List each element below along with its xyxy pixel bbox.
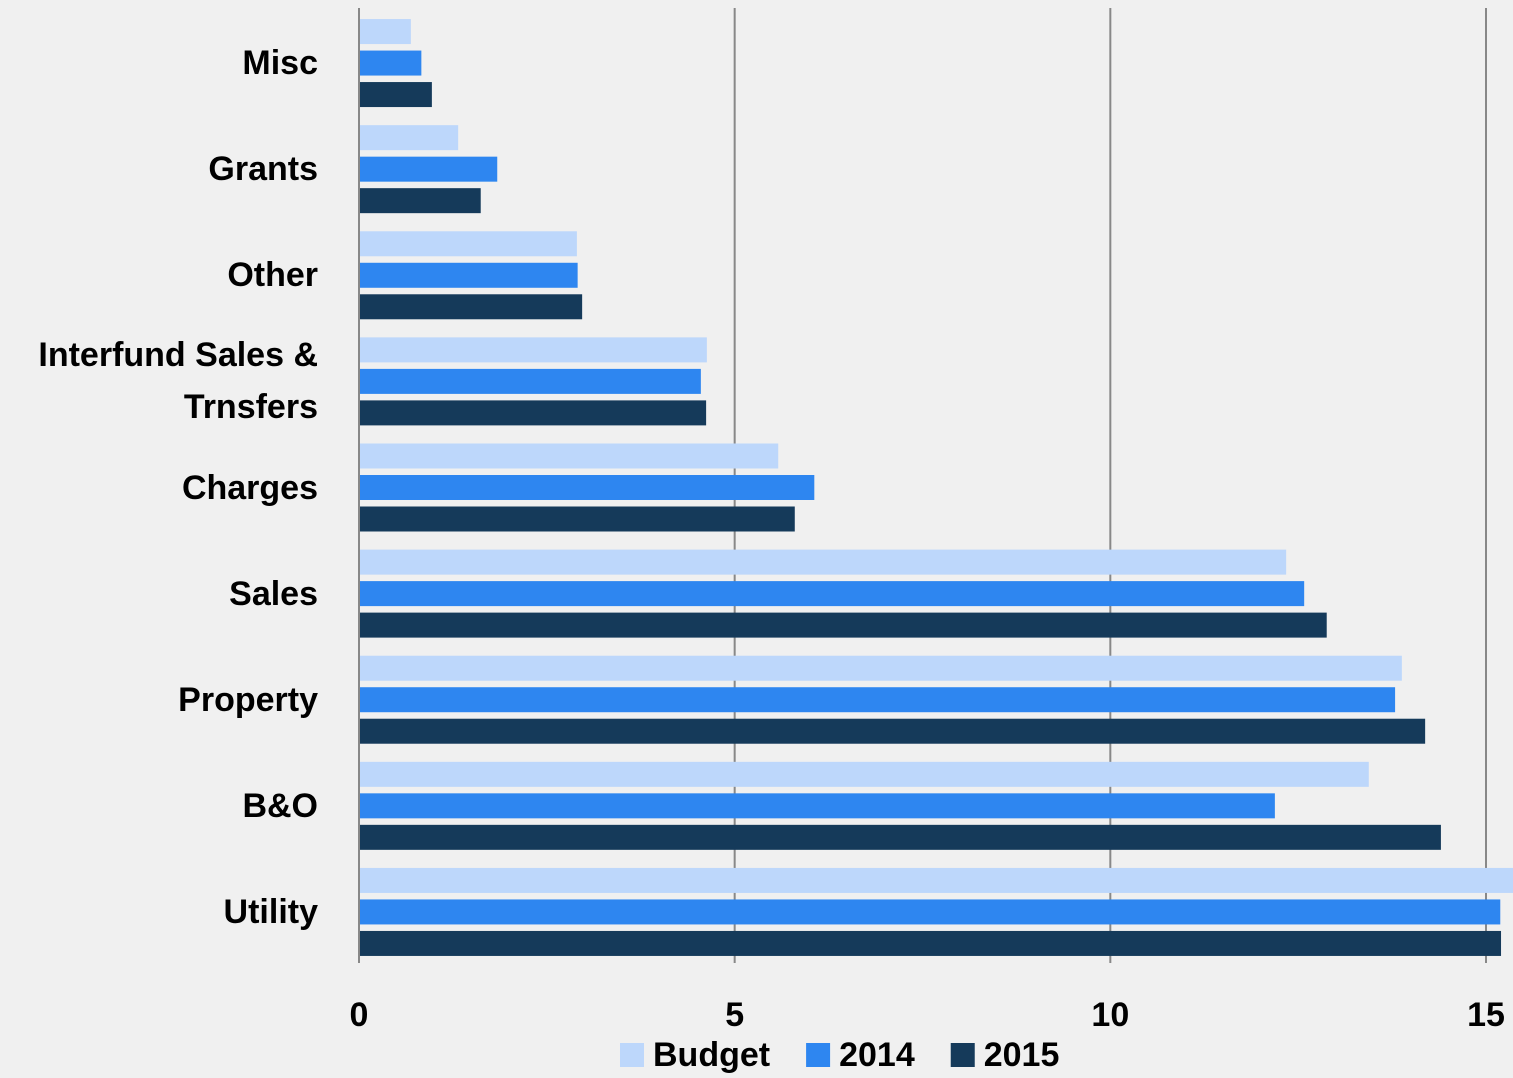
legend-label: 2015 xyxy=(984,1036,1060,1074)
category-label: Misc xyxy=(242,44,318,83)
bar xyxy=(359,930,1502,956)
bar xyxy=(359,612,1327,638)
category-label: Grants xyxy=(208,150,318,189)
bar xyxy=(359,867,1513,893)
legend-label: Budget xyxy=(653,1036,770,1074)
legend-swatch xyxy=(950,1043,975,1067)
x-tick-label: 10 xyxy=(1091,996,1129,1034)
bar xyxy=(359,687,1396,713)
bar xyxy=(359,793,1275,819)
bar xyxy=(359,19,411,45)
bar xyxy=(359,506,795,532)
x-tick-label: 0 xyxy=(350,996,369,1034)
bar xyxy=(359,50,422,76)
bar xyxy=(359,581,1305,607)
bar xyxy=(359,718,1426,744)
bar xyxy=(359,899,1501,925)
bar xyxy=(359,475,815,500)
bar xyxy=(359,400,707,426)
bar xyxy=(359,549,1287,575)
bar xyxy=(359,125,459,151)
category-label: Sales xyxy=(229,574,318,613)
bar xyxy=(359,443,779,469)
bar xyxy=(359,188,481,214)
legend-swatch xyxy=(806,1043,831,1067)
legend-label: 2014 xyxy=(839,1036,915,1074)
x-tick-label: 15 xyxy=(1467,996,1505,1034)
bar xyxy=(359,824,1441,850)
bar xyxy=(359,761,1369,787)
category-label: Other xyxy=(227,256,318,295)
category-label: Interfund Sales & Trnsfers xyxy=(38,336,318,427)
bar xyxy=(359,231,577,257)
bar xyxy=(359,337,707,363)
category-label: Charges xyxy=(181,468,318,507)
category-label: Utility xyxy=(223,892,318,931)
bar xyxy=(359,262,578,288)
category-label: Property xyxy=(178,680,318,719)
category-label: B&O xyxy=(242,786,318,825)
bar xyxy=(359,156,498,182)
legend-swatch xyxy=(620,1043,644,1067)
x-tick-label: 5 xyxy=(725,996,744,1034)
bar xyxy=(359,294,583,320)
bar xyxy=(359,368,701,394)
bar xyxy=(359,655,1402,681)
bar xyxy=(359,82,432,108)
